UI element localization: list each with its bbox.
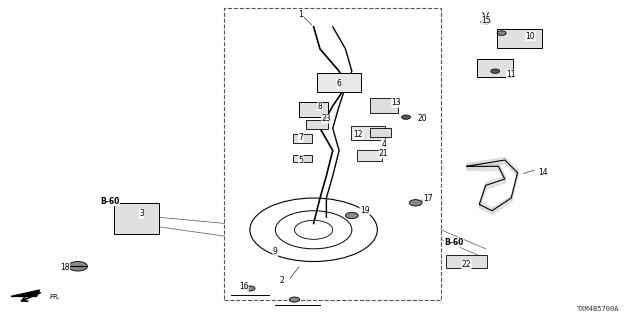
Circle shape [491, 69, 500, 73]
Circle shape [245, 286, 255, 291]
FancyBboxPatch shape [293, 155, 312, 162]
Text: 22: 22 [462, 260, 471, 269]
FancyBboxPatch shape [299, 102, 328, 116]
Text: TXM4B5700A: TXM4B5700A [577, 306, 620, 312]
Text: 16: 16 [239, 282, 248, 292]
Bar [225, 8, 441, 300]
Text: 6: 6 [337, 79, 342, 88]
Text: 7: 7 [298, 133, 303, 142]
Circle shape [481, 20, 491, 25]
FancyBboxPatch shape [446, 254, 487, 268]
Text: 8: 8 [317, 101, 323, 111]
Text: 20: 20 [417, 114, 427, 123]
Text: 17: 17 [424, 194, 433, 203]
Text: 3: 3 [139, 209, 144, 219]
Text: 18: 18 [60, 263, 70, 272]
FancyBboxPatch shape [293, 134, 312, 143]
Text: 4: 4 [381, 140, 386, 148]
Circle shape [68, 261, 88, 271]
Text: 14: 14 [538, 168, 548, 177]
Circle shape [289, 297, 300, 302]
FancyBboxPatch shape [306, 120, 328, 129]
Text: 11: 11 [506, 70, 516, 79]
Circle shape [497, 31, 506, 35]
Text: 23: 23 [321, 114, 331, 123]
FancyBboxPatch shape [370, 98, 397, 113]
Circle shape [401, 115, 410, 119]
Polygon shape [11, 290, 40, 296]
Circle shape [346, 212, 358, 219]
Text: 2: 2 [280, 276, 284, 285]
Text: 19: 19 [360, 206, 369, 215]
Text: 13: 13 [392, 99, 401, 108]
Text: 9: 9 [273, 247, 278, 257]
FancyBboxPatch shape [477, 59, 513, 77]
FancyBboxPatch shape [370, 128, 392, 137]
Text: 10: 10 [525, 32, 535, 41]
Circle shape [409, 200, 422, 206]
Text: 12: 12 [353, 130, 363, 139]
Text: 15: 15 [481, 16, 490, 25]
FancyBboxPatch shape [497, 29, 541, 48]
Text: 5: 5 [298, 156, 303, 164]
Text: 1: 1 [298, 10, 303, 19]
FancyBboxPatch shape [357, 150, 382, 161]
Text: 21: 21 [379, 149, 388, 158]
FancyBboxPatch shape [317, 73, 362, 92]
Text: B-60: B-60 [100, 197, 120, 206]
Text: FR.: FR. [49, 294, 60, 300]
Text: B-60: B-60 [444, 238, 463, 247]
FancyBboxPatch shape [351, 126, 385, 140]
FancyBboxPatch shape [114, 204, 159, 234]
